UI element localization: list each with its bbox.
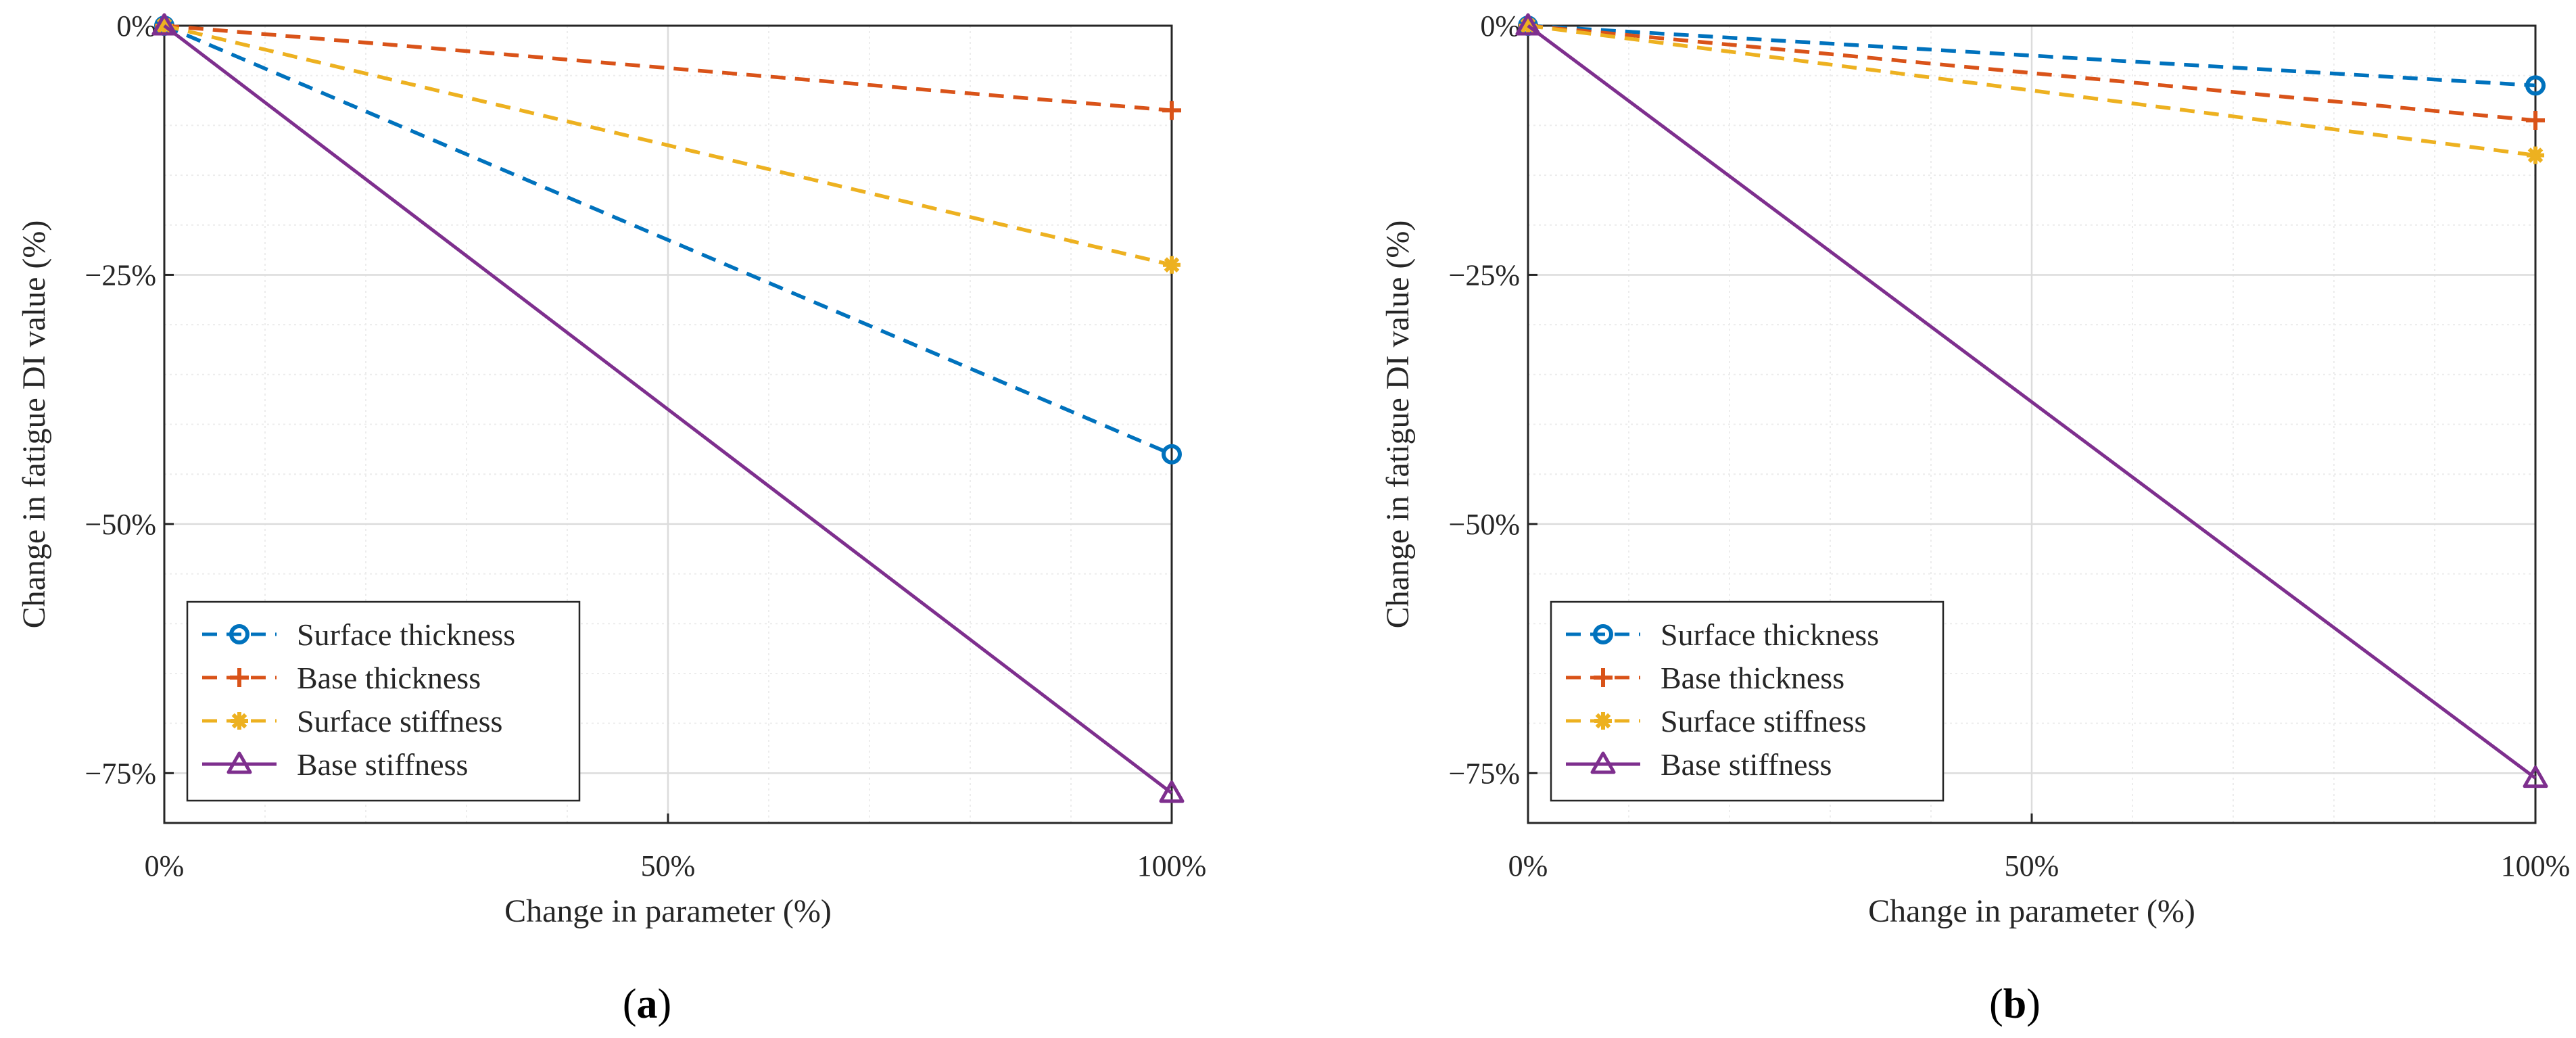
data-point [1163,256,1180,274]
y-tick-label: −75% [85,757,156,790]
legend-item: Base stiffness [1566,747,1832,782]
legend-item: Base stiffness [202,747,468,782]
legend-label: Base stiffness [297,747,468,782]
data-point [1515,13,1541,36]
legend-swatch-marker [1590,751,1616,774]
x-tick-label: 50% [641,849,696,882]
legend-label: Surface stiffness [297,704,502,738]
y-tick-label: −25% [85,258,156,291]
series-base-stiffness [1515,13,2548,788]
caption-letter: a [637,981,658,1027]
x-tick-label: 0% [145,849,185,882]
series-line [1527,24,2536,88]
caption-close-paren: ) [2026,981,2041,1027]
data-point [2527,146,2544,164]
legend: Surface thickness Base thickness Surface s… [186,600,581,802]
y-tick-label: −50% [85,508,156,541]
caption-close-paren: ) [658,981,672,1027]
legend-label: Base stiffness [1661,747,1832,782]
x-tick-label: 100% [2501,849,2571,882]
y-tick-label: 0% [116,9,156,43]
legend-swatch-marker [229,624,249,644]
legend-swatch-marker [1594,712,1612,730]
legend-label: Base thickness [297,661,481,695]
data-point [1162,101,1181,120]
series-line [164,24,1172,267]
caption-open-paren: ( [623,981,637,1027]
legend-item: Base thickness [1566,661,1844,695]
panel-caption: (b) [1989,981,2041,1027]
x-axis-label: Change in parameter (%) [504,893,832,929]
series-base-stiffness [151,13,1185,803]
y-tick-label: −50% [1449,508,1520,541]
legend: Surface thickness Base thickness Surface s… [1550,600,1945,802]
legend-item: Surface thickness [1566,617,1879,652]
y-tick-label: 0% [1480,9,1520,43]
y-tick-label: −25% [1449,258,1520,291]
legend-swatch-marker [231,712,248,730]
panel-caption: (a) [623,981,671,1027]
chart-panel-a: 0% 50% 100% 0% −25% −50% −75% Change in paramet… [16,9,1206,1027]
legend-item: Surface stiffness [202,704,502,738]
chart-panel-b: 0% 50% 100% 0% −25% −50% −75% Change in paramet… [1380,9,2570,1027]
legend-swatch-marker [1594,668,1613,687]
legend-item: Base thickness [202,661,481,695]
series-line [163,24,1173,795]
data-point [151,13,177,36]
legend-item: Surface stiffness [1566,704,1866,738]
data-point [2526,111,2545,131]
legend-swatch-marker [230,668,249,687]
legend-swatch-marker [226,751,252,774]
x-axis-label: Change in parameter (%) [1868,893,2195,929]
y-tick-label: −75% [1449,757,1520,790]
y-axis-label: Change in fatigue DI value (%) [16,220,52,629]
caption-letter: b [2003,981,2026,1027]
x-tick-label: 50% [2005,849,2059,882]
legend-label: Base thickness [1661,661,1844,695]
legend-swatch-marker [1593,624,1613,644]
legend-item: Surface thickness [202,617,515,652]
legend-label: Surface thickness [1661,617,1879,652]
data-point [1162,444,1182,465]
x-tick-label: 0% [1508,849,1548,882]
data-point [2523,765,2548,788]
series-line [163,24,1173,456]
legend-label: Surface stiffness [1661,704,1866,738]
legend-label: Surface thickness [297,617,515,652]
data-point [2525,75,2546,96]
data-point [1159,780,1185,803]
series-line [1527,24,2537,780]
y-axis-label: Change in fatigue DI value (%) [1380,220,1416,629]
x-tick-label: 100% [1137,849,1207,882]
caption-open-paren: ( [1989,981,2003,1027]
